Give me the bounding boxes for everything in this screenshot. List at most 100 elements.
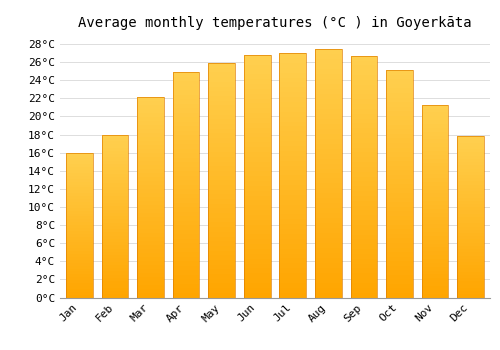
Bar: [315, 60, 342, 64]
Bar: [315, 69, 342, 74]
Bar: [280, 68, 306, 73]
Bar: [208, 147, 235, 152]
Bar: [102, 252, 128, 255]
Bar: [138, 173, 164, 177]
Bar: [173, 162, 200, 167]
Bar: [244, 201, 270, 205]
Bar: [350, 119, 377, 124]
Bar: [173, 126, 200, 131]
Bar: [244, 162, 270, 167]
Bar: [350, 264, 377, 268]
Bar: [422, 274, 448, 278]
Bar: [350, 220, 377, 225]
Bar: [280, 53, 306, 298]
Bar: [173, 122, 200, 126]
Bar: [66, 248, 93, 251]
Bar: [173, 198, 200, 203]
Bar: [66, 228, 93, 231]
Bar: [244, 113, 270, 118]
Bar: [66, 295, 93, 298]
Bar: [315, 89, 342, 94]
Bar: [208, 82, 235, 86]
Bar: [102, 134, 128, 298]
Bar: [386, 89, 412, 93]
Bar: [208, 110, 235, 115]
Bar: [66, 268, 93, 272]
Bar: [386, 275, 412, 279]
Bar: [138, 185, 164, 189]
Bar: [208, 129, 235, 133]
Bar: [173, 171, 200, 176]
Bar: [350, 114, 377, 119]
Bar: [208, 185, 235, 190]
Bar: [350, 230, 377, 235]
Bar: [138, 161, 164, 165]
Bar: [280, 219, 306, 224]
Bar: [386, 193, 412, 197]
Bar: [66, 280, 93, 283]
Bar: [173, 279, 200, 284]
Bar: [208, 265, 235, 270]
Bar: [315, 203, 342, 208]
Bar: [173, 86, 200, 90]
Bar: [66, 286, 93, 289]
Bar: [66, 164, 93, 167]
Bar: [386, 148, 412, 152]
Bar: [138, 213, 164, 217]
Bar: [350, 128, 377, 133]
Bar: [208, 194, 235, 199]
Bar: [457, 256, 484, 259]
Bar: [173, 144, 200, 149]
Bar: [244, 74, 270, 79]
Bar: [138, 197, 164, 201]
Bar: [350, 85, 377, 90]
Bar: [280, 190, 306, 195]
Bar: [386, 130, 412, 134]
Bar: [350, 268, 377, 273]
Bar: [350, 148, 377, 153]
Bar: [173, 261, 200, 266]
Bar: [315, 84, 342, 89]
Bar: [350, 191, 377, 196]
Bar: [350, 210, 377, 215]
Bar: [422, 182, 448, 186]
Bar: [280, 170, 306, 175]
Bar: [66, 161, 93, 164]
Bar: [102, 239, 128, 242]
Bar: [457, 243, 484, 246]
Bar: [102, 272, 128, 275]
Bar: [208, 124, 235, 129]
Bar: [457, 214, 484, 217]
Bar: [138, 265, 164, 270]
Bar: [422, 143, 448, 147]
Bar: [386, 266, 412, 270]
Bar: [208, 105, 235, 110]
Bar: [173, 194, 200, 198]
Bar: [457, 146, 484, 149]
Title: Average monthly temperatures (°C ) in Goyerkāta: Average monthly temperatures (°C ) in Go…: [78, 16, 472, 30]
Bar: [422, 190, 448, 194]
Bar: [66, 211, 93, 214]
Bar: [244, 147, 270, 152]
Bar: [173, 149, 200, 153]
Bar: [457, 172, 484, 175]
Bar: [457, 198, 484, 201]
Bar: [350, 162, 377, 167]
Bar: [280, 200, 306, 205]
Bar: [208, 157, 235, 162]
Bar: [457, 175, 484, 178]
Bar: [457, 153, 484, 156]
Bar: [138, 257, 164, 261]
Bar: [244, 196, 270, 201]
Bar: [208, 255, 235, 260]
Bar: [173, 288, 200, 293]
Bar: [244, 278, 270, 283]
Bar: [244, 210, 270, 215]
Bar: [280, 175, 306, 180]
Bar: [102, 167, 128, 170]
Bar: [280, 146, 306, 151]
Bar: [350, 283, 377, 288]
Bar: [457, 239, 484, 243]
Bar: [315, 248, 342, 253]
Bar: [244, 230, 270, 235]
